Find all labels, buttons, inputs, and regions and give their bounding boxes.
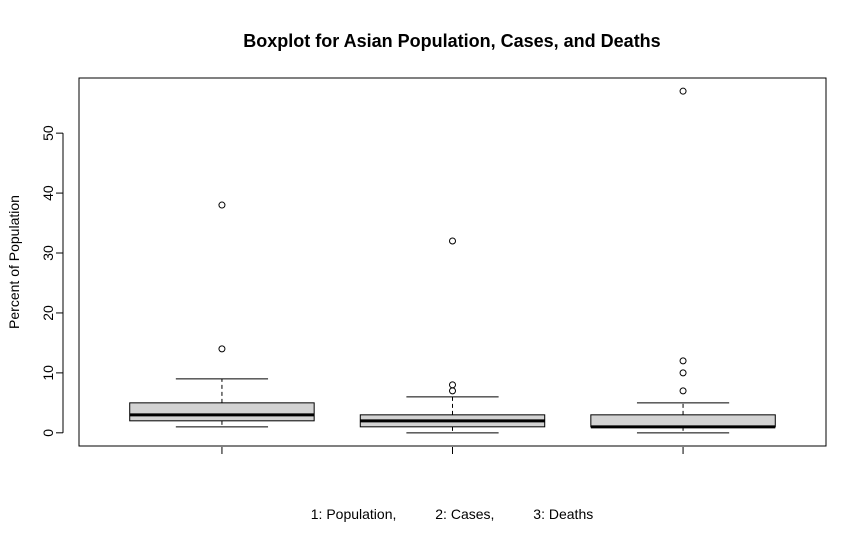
outlier-point <box>679 357 687 365</box>
box-1 <box>129 201 315 428</box>
box-iqr <box>590 414 776 428</box>
outlier-point <box>218 201 226 209</box>
outlier-point <box>449 237 456 245</box>
outlier-point <box>679 87 687 95</box>
y-tick-label: 50 <box>40 125 56 141</box>
y-axis-label: Percent of Population <box>6 195 22 329</box>
y-axis: 0 10 20 30 40 50 <box>40 125 64 437</box>
y-tick-label: 20 <box>40 305 56 321</box>
y-tick-label: 30 <box>40 245 56 261</box>
outlier-point <box>449 387 456 395</box>
y-tick-label: 40 <box>40 185 56 201</box>
chart-title: Boxplot for Asian Population, Cases, and… <box>243 31 660 51</box>
x-axis-caption: 1: Population, 2: Cases, 3: Deaths <box>311 506 593 522</box>
outlier-point <box>679 369 687 377</box>
box-2 <box>359 237 546 434</box>
boxes <box>129 87 776 434</box>
outlier-point <box>449 381 456 389</box>
y-tick-label: 0 <box>40 429 56 437</box>
box-iqr <box>129 402 315 422</box>
y-tick-label: 10 <box>40 365 56 381</box>
plot-frame <box>78 77 827 447</box>
outlier-point <box>679 387 687 395</box>
box-3 <box>590 87 776 434</box>
x-axis <box>221 447 684 454</box>
outlier-point <box>218 345 226 353</box>
